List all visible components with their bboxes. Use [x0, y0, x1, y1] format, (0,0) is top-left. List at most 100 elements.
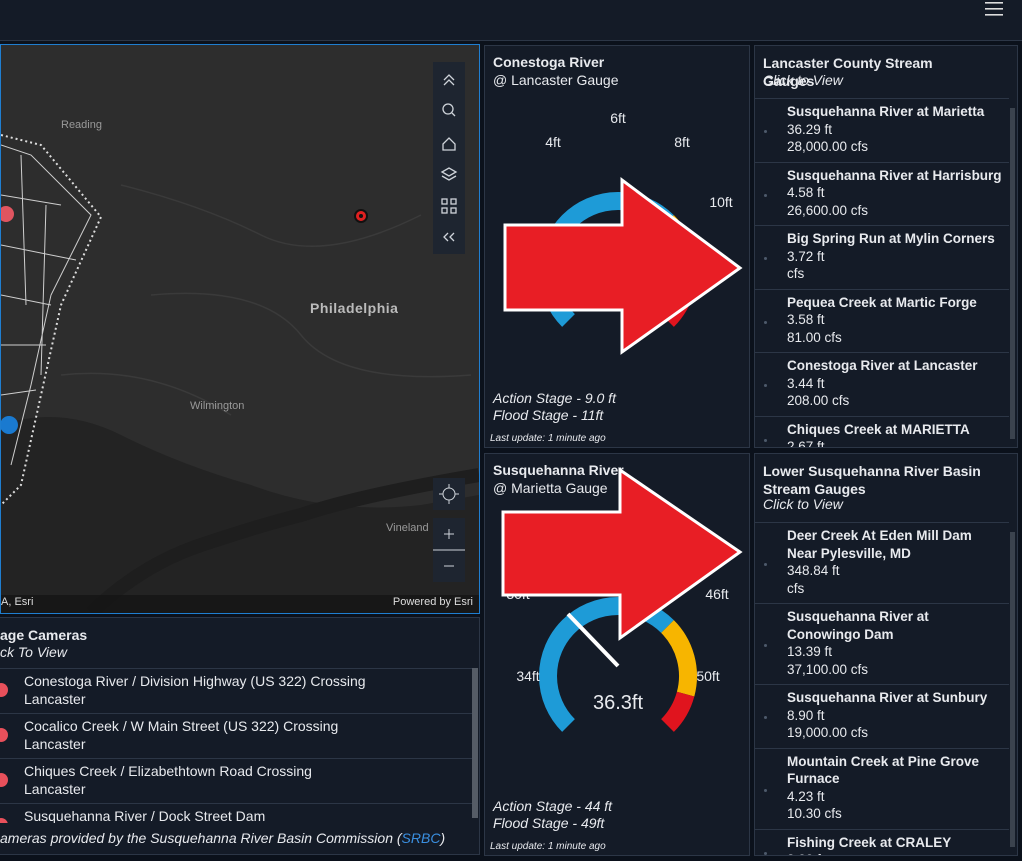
item-flow: 19,000.00 cfs: [787, 725, 869, 740]
item-flow: cfs: [787, 266, 805, 281]
camera-item[interactable]: Conestoga River / Division Highway (US 3…: [0, 668, 472, 713]
item-dot: [764, 193, 767, 197]
item-name: Pequea Creek at Martic Forge: [787, 294, 977, 310]
item-name: Chiques Creek at MARIETTA: [787, 421, 970, 437]
list-item[interactable]: Chiques Creek at MARIETTA 2.67 ft: [755, 415, 1009, 447]
gauge-needle: [566, 612, 620, 668]
item-name: Mountain Creek at Pine Grove Furnace: [787, 753, 980, 787]
powered-by[interactable]: Powered by Esri: [392, 596, 473, 608]
scrollbar[interactable]: [1010, 108, 1015, 439]
scrollbar[interactable]: [1010, 532, 1015, 847]
attribution-bar: [1, 595, 479, 613]
list-item[interactable]: Fishing Creek at CRALEY3.00 ft: [755, 828, 1009, 855]
top-bar: [0, 0, 1022, 41]
item-stage: 3.72 ft: [787, 248, 825, 264]
item-name: Susquehanna River at Conowingo Dam: [787, 609, 929, 642]
item-stage: 8.90 ft: [787, 707, 825, 723]
locate-button[interactable]: [433, 478, 465, 510]
menu-button[interactable]: [984, 0, 1006, 18]
action-stage: Action Stage - 9.0 ft: [493, 390, 616, 406]
gauge-title: Conestoga River: [493, 54, 605, 70]
item-stage: 3.44 ft: [787, 375, 825, 391]
camera-item[interactable]: Susquehanna River / Dock Street DamLanca…: [0, 803, 472, 823]
last-update: Last update: 1 minute ago: [490, 841, 606, 852]
gauge-tick-label: 10ft: [709, 194, 733, 210]
map-label: Reading: [61, 119, 102, 131]
list-item[interactable]: Conestoga River at Lancaster 3.44 ft 208.0…: [755, 352, 1009, 416]
item-dot: [764, 130, 767, 134]
footer-link[interactable]: SRBC: [401, 830, 441, 846]
item-name: Susquehanna River at Marietta: [787, 104, 985, 119]
map-canvas: [1, 134, 479, 613]
item-stage: 4.23 ft: [787, 788, 825, 804]
map-toolbar: [433, 62, 465, 254]
map[interactable]: Reading Philadelphia Wilmington Vineland…: [0, 44, 480, 614]
gauge-list: Susquehanna River at Marietta 36.29 ft 28,…: [755, 98, 1009, 447]
flood-stage: Flood Stage - 11ft: [493, 407, 604, 423]
item-name: Conestoga River at Lancaster: [787, 358, 978, 373]
gauge-tick-label: 6ft: [610, 110, 626, 126]
item-stage: 3.00 ft: [787, 851, 1009, 855]
gauge-tick-label: 46ft: [705, 586, 729, 602]
item-stage: 348.84 ft: [787, 563, 840, 578]
item-flow: cfs: [787, 580, 805, 596]
item-dot: [764, 257, 767, 261]
gauge-tick-label: 50ft: [696, 668, 720, 684]
camera-place: Lancaster: [24, 690, 86, 707]
item-name: Susquehanna River at Harrisburg: [787, 167, 1002, 183]
camera-place: Lancaster: [24, 780, 86, 797]
list-item[interactable]: Pequea Creek at Martic Forge 3.58 ft 81.00…: [755, 288, 1009, 353]
map-label: Philadelphia: [310, 300, 399, 316]
camera-icon: [0, 728, 8, 742]
item-stage: 4.58 ft: [787, 185, 825, 200]
list-item[interactable]: Susquehanna River at Sunbury 8.90 ft 19,00…: [755, 684, 1009, 748]
gauge-arc: [660, 286, 695, 327]
gauge-tick-label: 34ft: [516, 668, 540, 684]
gauge-tick-label: 12ft: [697, 261, 721, 277]
list-panel: Lower Susquehanna River Basin Stream Gau…: [754, 453, 1018, 856]
search[interactable]: [442, 103, 454, 115]
collapse-left[interactable]: [443, 232, 455, 242]
collapse[interactable]: [443, 74, 455, 86]
panel-title: age Cameras: [0, 627, 88, 643]
scrollbar[interactable]: [472, 668, 478, 818]
zoom-controls[interactable]: [433, 518, 465, 582]
item-flow: 81.00 cfs: [787, 329, 842, 345]
gauge-arc: [660, 691, 695, 732]
layers[interactable]: [440, 167, 458, 181]
camera-icon: [0, 818, 8, 823]
gauge-arc: [539, 192, 674, 327]
flood-stage: Flood Stage - 49ft: [493, 815, 605, 831]
list-item[interactable]: Susquehanna River at Marietta 36.29 ft 28,…: [755, 98, 1009, 162]
list-item[interactable]: Deer Creek At Eden Mill Dam Near Pylesvi…: [755, 522, 1009, 603]
list-item[interactable]: Big Spring Run at Mylin Corners 3.72 ft cf…: [755, 225, 1009, 289]
list-item[interactable]: Mountain Creek at Pine Grove Furnace 4.23…: [755, 747, 1009, 829]
list-title: Lancaster County Stream Gauges: [763, 55, 933, 89]
footer: ameras provided by the Susquehanna River…: [0, 830, 445, 846]
item-name: Susquehanna River at Sunbury: [787, 690, 988, 705]
gauge-arc: [660, 620, 697, 697]
list-item[interactable]: Susquehanna River at Harrisburg 4.58 ft 26…: [755, 161, 1009, 226]
camera-item[interactable]: Chiques Creek / Elizabethtown Road Cross…: [0, 758, 472, 803]
gauge-tick-label: 8ft: [674, 134, 690, 150]
camera-name: Cocalico Creek / W Main Street (US 322) …: [24, 718, 339, 734]
footer-text: ameras provided by the Susquehanna River…: [0, 830, 402, 846]
camera-name: Susquehanna River / Dock Street Dam: [24, 808, 266, 823]
item-stage: 2.67 ft: [787, 439, 825, 447]
item-flow: 10.30 cfs: [787, 806, 842, 821]
item-stage: 13.39 ft: [787, 644, 833, 659]
item-dot: [764, 439, 767, 442]
list-title: Lower Susquehanna River Basin Stream Gau…: [763, 463, 981, 497]
home[interactable]: [442, 137, 456, 151]
list-item[interactable]: Susquehanna River at Conowingo Dam 13.39 …: [755, 603, 1009, 684]
panel-subtitle: ck To View: [0, 644, 67, 660]
camera-icon: [0, 773, 8, 787]
item-dot: [764, 384, 767, 388]
list-panel: Lancaster County Stream Gauges Click to V…: [754, 45, 1018, 448]
item-dot: [764, 852, 767, 855]
item-dot: [764, 716, 767, 720]
item-dot: [764, 320, 767, 324]
item-flow: 26,600.00 cfs: [787, 202, 869, 218]
item-stage: 3.58 ft: [787, 312, 825, 327]
camera-item[interactable]: Cocalico Creek / W Main Street (US 322) …: [0, 713, 472, 758]
